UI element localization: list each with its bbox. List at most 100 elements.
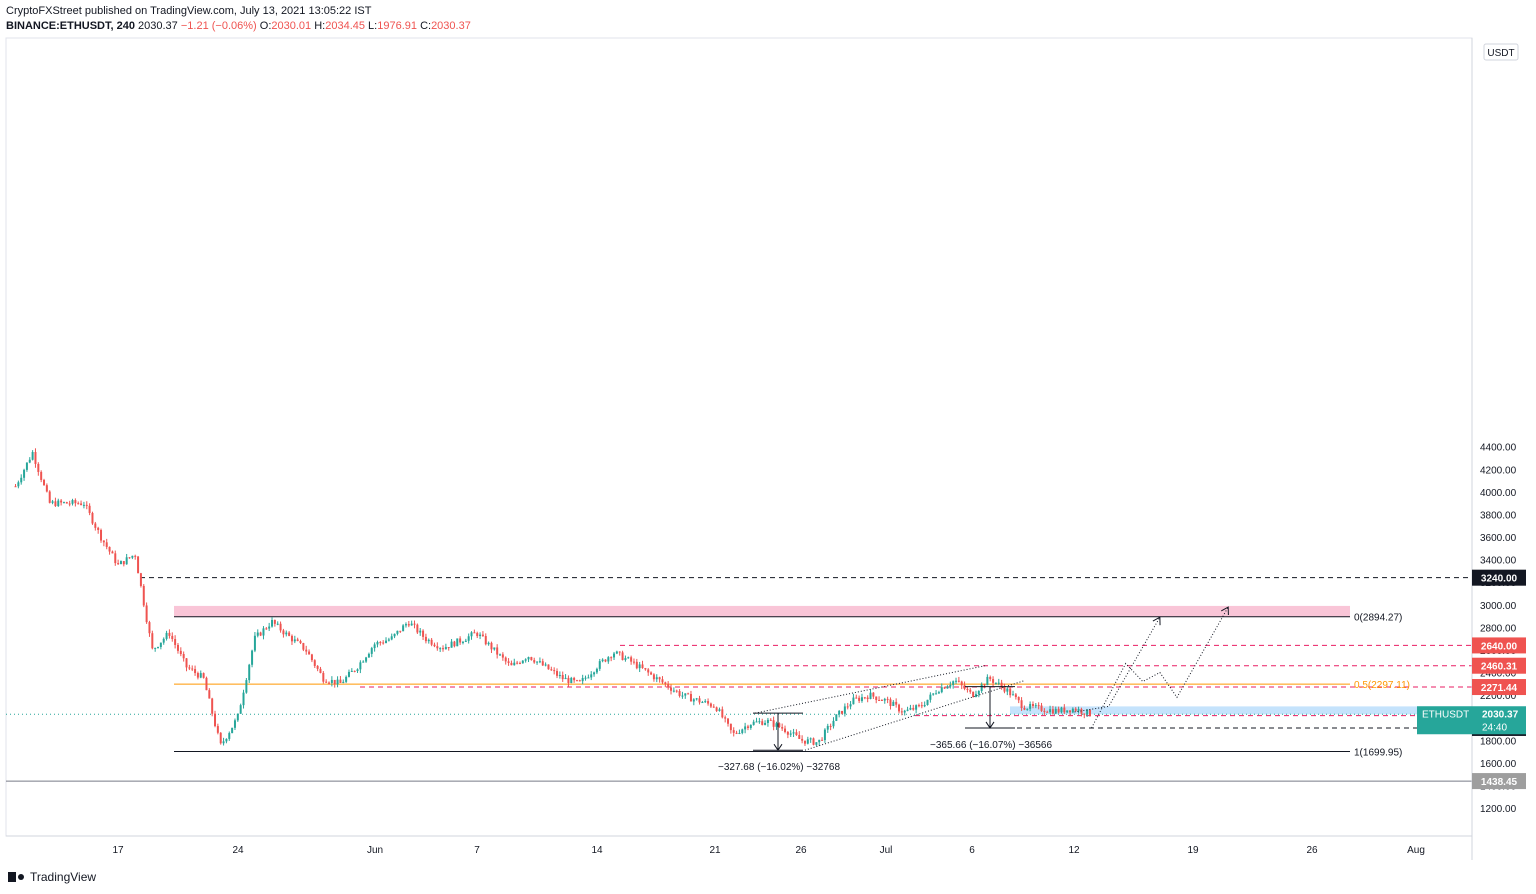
y-tick-label: 4200.00 bbox=[1480, 465, 1517, 476]
candle-body bbox=[1049, 709, 1052, 713]
candle-body bbox=[245, 680, 248, 693]
candle-body bbox=[863, 697, 866, 699]
candle-body bbox=[333, 679, 336, 685]
candle bbox=[544, 662, 547, 667]
candle bbox=[749, 724, 752, 730]
candle-body bbox=[946, 686, 949, 689]
candle bbox=[122, 560, 125, 567]
candle-body bbox=[145, 605, 148, 623]
candle bbox=[1069, 710, 1072, 717]
candle bbox=[60, 498, 63, 506]
candle bbox=[672, 687, 675, 693]
candle-body bbox=[154, 647, 157, 649]
currency-badge[interactable] bbox=[1483, 43, 1519, 61]
candle-body bbox=[305, 649, 308, 652]
candle-body bbox=[567, 677, 570, 683]
candle bbox=[1012, 690, 1015, 696]
price-tag-text: 2271.44 bbox=[1481, 683, 1518, 694]
candle bbox=[712, 704, 715, 708]
candle-body bbox=[1000, 682, 1003, 687]
open-label: O: bbox=[259, 20, 272, 32]
candle-body bbox=[176, 644, 179, 651]
candle bbox=[80, 500, 83, 506]
candle bbox=[350, 668, 353, 672]
candle-body bbox=[208, 690, 211, 699]
candle bbox=[216, 723, 219, 735]
candle-body bbox=[128, 557, 131, 559]
candle bbox=[618, 651, 621, 656]
candle bbox=[610, 656, 613, 662]
candle-body bbox=[68, 503, 71, 505]
candle bbox=[661, 676, 664, 685]
candle-body bbox=[231, 727, 234, 734]
candle bbox=[319, 666, 322, 674]
candle-body bbox=[989, 676, 992, 680]
candle bbox=[62, 501, 65, 504]
candle-body bbox=[590, 674, 593, 678]
candle bbox=[880, 699, 883, 701]
candle-body bbox=[102, 540, 105, 543]
candle bbox=[91, 511, 94, 525]
candle-body bbox=[955, 680, 958, 682]
candle-body bbox=[715, 707, 718, 711]
candle bbox=[624, 655, 627, 662]
candle-body bbox=[444, 647, 447, 650]
candle bbox=[159, 642, 162, 650]
candle bbox=[282, 628, 285, 638]
tradingview-logo[interactable]: TradingView bbox=[8, 870, 96, 884]
candle bbox=[638, 661, 641, 673]
candle bbox=[427, 638, 430, 644]
demand-zone bbox=[1010, 706, 1472, 715]
projection-path bbox=[1091, 606, 1229, 729]
candle bbox=[396, 630, 399, 636]
plot-area[interactable] bbox=[5, 37, 1473, 837]
candle-body bbox=[966, 688, 969, 690]
candle bbox=[1057, 706, 1060, 714]
candle-body bbox=[1063, 707, 1066, 713]
candle bbox=[1088, 709, 1091, 717]
candle-body bbox=[1060, 707, 1063, 713]
candle bbox=[994, 682, 997, 685]
candle-body bbox=[855, 697, 858, 699]
candle bbox=[926, 699, 929, 706]
candle-body bbox=[778, 723, 781, 728]
candle bbox=[265, 626, 268, 630]
candle-body bbox=[883, 698, 886, 701]
candle bbox=[632, 658, 635, 665]
x-tick-label: Jul bbox=[880, 845, 893, 856]
candle-body bbox=[51, 501, 54, 503]
candle bbox=[510, 660, 513, 666]
candle-body bbox=[162, 638, 165, 643]
candle bbox=[131, 555, 134, 560]
y-tick-label: 1800.00 bbox=[1480, 736, 1517, 747]
candle-body bbox=[898, 704, 901, 712]
candle-body bbox=[88, 505, 91, 513]
close-value: 2030.37 bbox=[431, 20, 471, 32]
x-tick-label: 6 bbox=[969, 845, 975, 856]
candle bbox=[251, 649, 254, 668]
high-value: 2034.45 bbox=[325, 20, 365, 32]
candle-body bbox=[846, 706, 849, 708]
candle bbox=[595, 667, 598, 675]
y-tick-label: 3000.00 bbox=[1480, 601, 1517, 612]
candle bbox=[650, 671, 653, 676]
candle bbox=[678, 689, 681, 698]
candle bbox=[792, 728, 795, 737]
candle bbox=[268, 622, 271, 632]
candle-body bbox=[992, 679, 995, 683]
price-tag: 2640.00 bbox=[1472, 637, 1526, 654]
candle-body bbox=[738, 732, 741, 734]
candle-body bbox=[273, 620, 276, 624]
symbol-label[interactable]: BINANCE:ETHUSDT, 240 bbox=[6, 20, 135, 32]
candle-body bbox=[547, 664, 550, 670]
candle bbox=[761, 718, 764, 726]
candle-body bbox=[772, 720, 775, 727]
candle bbox=[798, 731, 801, 739]
candle-body bbox=[196, 673, 199, 678]
candle-body bbox=[450, 641, 453, 648]
candle bbox=[986, 674, 989, 686]
candle-body bbox=[151, 633, 154, 649]
candle-body bbox=[310, 654, 313, 661]
candle bbox=[114, 550, 117, 566]
